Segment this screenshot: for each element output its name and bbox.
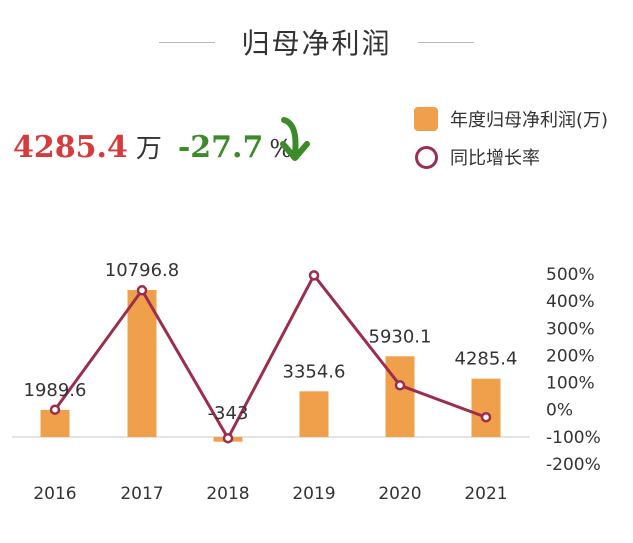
bar-2021 bbox=[471, 378, 501, 437]
title-line-right bbox=[417, 41, 474, 43]
y-right-tick: 500% bbox=[546, 265, 595, 285]
x-tick-2020: 2020 bbox=[378, 484, 421, 504]
value-unit: 万 bbox=[135, 134, 162, 164]
change-percent: -27.7 bbox=[177, 130, 264, 165]
legend-line-label: 同比增长率 bbox=[450, 148, 540, 169]
x-tick-2016: 2016 bbox=[33, 484, 76, 504]
y-right-tick: -100% bbox=[546, 428, 601, 448]
x-tick-2017: 2017 bbox=[120, 484, 163, 504]
bar-label-2021: 4285.4 bbox=[455, 349, 518, 370]
growth-point-2019 bbox=[308, 270, 320, 281]
growth-point-2020 bbox=[394, 380, 406, 391]
growth-point-2021 bbox=[480, 411, 492, 423]
legend-bar-swatch bbox=[414, 107, 438, 131]
y-right-tick: -200% bbox=[546, 455, 601, 475]
bar-2019 bbox=[299, 391, 329, 437]
y-right-tick: 0% bbox=[546, 401, 573, 421]
legend-item-bar: 年度归母净利润(万) bbox=[414, 100, 608, 138]
latest-value: 4285.4 bbox=[13, 130, 128, 165]
x-tick-2021: 2021 bbox=[464, 484, 507, 504]
legend-line-marker bbox=[415, 145, 438, 169]
growth-rate-line bbox=[53, 273, 487, 440]
bar-label-2020: 5930.1 bbox=[369, 326, 432, 347]
y-right-tick: 400% bbox=[546, 292, 595, 312]
bar-label-2019: 3354.6 bbox=[283, 361, 346, 382]
down-arrow-icon bbox=[280, 117, 310, 161]
growth-point-2018 bbox=[222, 432, 234, 444]
summary-stats: 4285.4 万 -27.7 % bbox=[13, 128, 292, 165]
bar-2017 bbox=[127, 290, 157, 437]
chart-title: 归母净利润 bbox=[241, 27, 392, 60]
growth-point-2016 bbox=[49, 404, 61, 415]
x-tick-2019: 2019 bbox=[292, 484, 335, 504]
bar-label-2018: -343 bbox=[208, 403, 249, 424]
y-right-tick: 100% bbox=[546, 374, 595, 394]
x-tick-2018: 2018 bbox=[206, 484, 249, 504]
bar-label-2016: 1989.6 bbox=[24, 380, 87, 401]
legend: 年度归母净利润(万) 同比增长率 bbox=[414, 100, 608, 176]
title-line-left bbox=[159, 41, 216, 43]
y-right-tick: 200% bbox=[546, 346, 595, 366]
bar-2020 bbox=[385, 356, 415, 437]
change-unit: % bbox=[269, 135, 293, 163]
bar-label-2017: 10796.8 bbox=[105, 260, 179, 281]
growth-point-2017 bbox=[136, 285, 148, 296]
legend-item-line: 同比增长率 bbox=[414, 138, 608, 176]
legend-bar-label: 年度归母净利润(万) bbox=[450, 110, 609, 131]
y-right-tick: 300% bbox=[546, 319, 595, 339]
